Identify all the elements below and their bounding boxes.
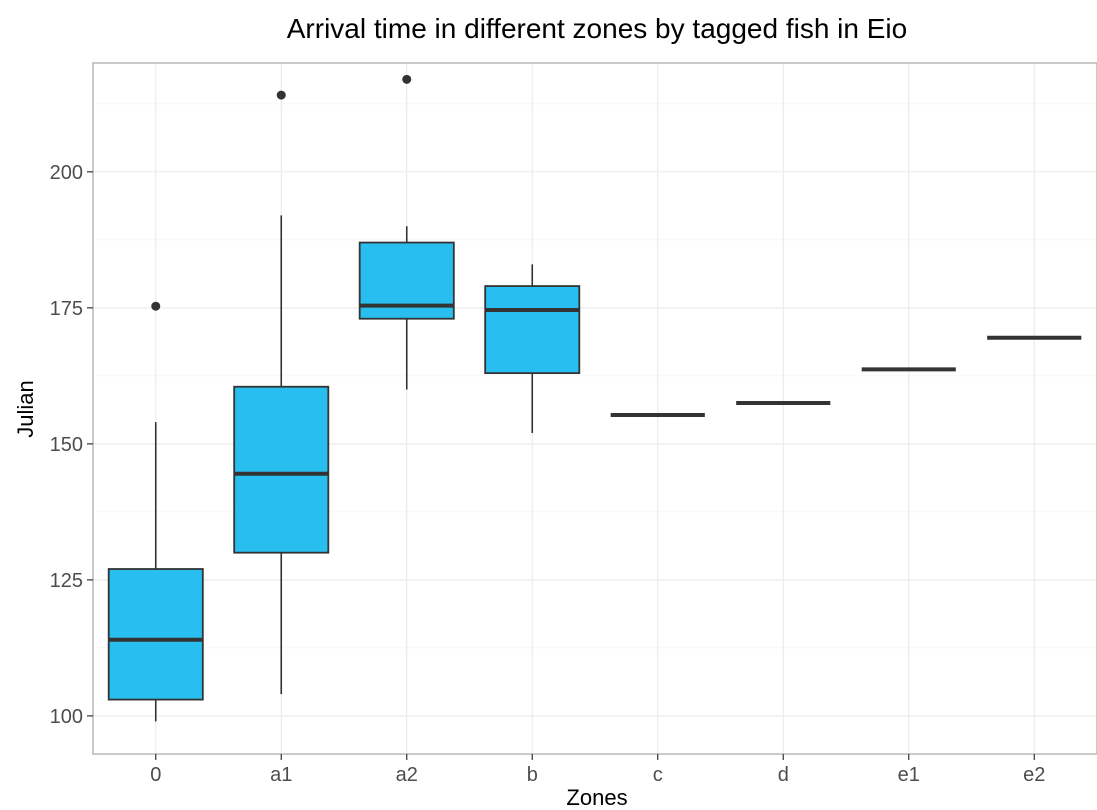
x-tick-label: e1: [898, 764, 920, 786]
y-tick-label: 125: [50, 570, 83, 592]
outlier-point: [276, 90, 286, 100]
box-a1: [233, 385, 330, 554]
y-tick-label: 100: [50, 706, 83, 728]
x-axis-title: Zones: [566, 785, 627, 810]
outlier-point: [402, 74, 412, 84]
y-axis-title: Julian: [13, 380, 38, 437]
y-tick-label: 200: [50, 162, 83, 184]
y-tick-label: 175: [50, 298, 83, 320]
box-0: [107, 568, 204, 701]
x-tick-label: d: [778, 764, 789, 786]
box-b: [484, 285, 581, 375]
x-tick-label: e2: [1023, 764, 1045, 786]
x-tick-label: a1: [270, 764, 292, 786]
y-tick-label: 150: [50, 434, 83, 456]
x-tick-label: c: [653, 764, 663, 786]
panel-border: [92, 62, 1097, 755]
x-tick-label: 0: [150, 764, 161, 786]
plot-area: 100 125 150 175 200 0 a1 a2 b c d e1 e2: [50, 62, 1097, 786]
outlier-point: [151, 301, 161, 311]
x-tick-label: a2: [396, 764, 418, 786]
chart-title: Arrival time in different zones by tagge…: [287, 13, 907, 44]
x-tick-label: b: [527, 764, 538, 786]
